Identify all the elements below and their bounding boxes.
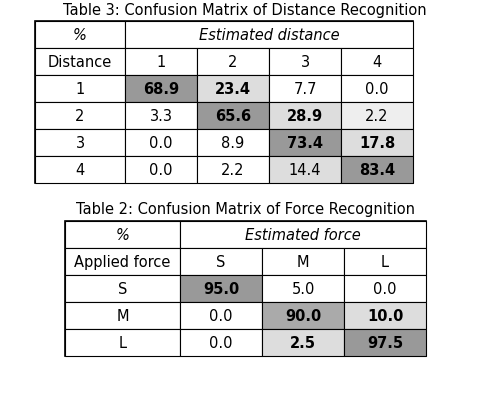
Text: M: M: [297, 254, 309, 270]
Bar: [35, 157, 125, 184]
Text: 68.9: 68.9: [143, 82, 179, 97]
Bar: [65, 248, 180, 275]
Text: 97.5: 97.5: [367, 335, 403, 350]
Text: 0.0: 0.0: [365, 82, 389, 97]
Text: 83.4: 83.4: [359, 163, 395, 178]
Bar: [125, 49, 197, 76]
Text: 3: 3: [300, 55, 310, 70]
Text: Distance: Distance: [48, 55, 112, 70]
Bar: [180, 302, 262, 329]
Text: 5.0: 5.0: [292, 281, 315, 296]
Bar: [65, 275, 180, 302]
Bar: [35, 76, 125, 103]
Bar: [65, 221, 426, 356]
Text: 2: 2: [228, 55, 238, 70]
Bar: [197, 157, 269, 184]
Text: Applied force: Applied force: [74, 254, 171, 270]
Bar: [197, 130, 269, 157]
Text: M: M: [116, 308, 129, 323]
Text: Table 3: Confusion Matrix of Distance Recognition: Table 3: Confusion Matrix of Distance Re…: [63, 2, 427, 18]
Bar: [262, 329, 344, 356]
Text: Estimated force: Estimated force: [245, 227, 361, 243]
Text: 7.7: 7.7: [293, 82, 317, 97]
Bar: [197, 49, 269, 76]
Bar: [35, 22, 125, 49]
Text: S: S: [118, 281, 127, 296]
Bar: [65, 221, 180, 248]
Bar: [180, 248, 262, 275]
Bar: [125, 22, 413, 49]
Text: 2.2: 2.2: [365, 109, 389, 124]
Bar: [341, 103, 413, 130]
Text: 65.6: 65.6: [215, 109, 251, 124]
Text: S: S: [216, 254, 226, 270]
Bar: [262, 302, 344, 329]
Bar: [341, 49, 413, 76]
Text: 1: 1: [156, 55, 166, 70]
Bar: [197, 103, 269, 130]
Bar: [65, 329, 180, 356]
Text: Estimated distance: Estimated distance: [198, 28, 339, 43]
Bar: [341, 130, 413, 157]
Bar: [180, 329, 262, 356]
Bar: [344, 329, 426, 356]
Text: 0.0: 0.0: [149, 136, 173, 151]
Text: 2.2: 2.2: [221, 163, 245, 178]
Bar: [197, 76, 269, 103]
Text: 3: 3: [75, 136, 85, 151]
Text: %: %: [116, 227, 129, 243]
Text: 1: 1: [75, 82, 85, 97]
Bar: [262, 275, 344, 302]
Text: 0.0: 0.0: [209, 335, 233, 350]
Text: 14.4: 14.4: [289, 163, 321, 178]
Bar: [35, 130, 125, 157]
Text: 2.5: 2.5: [290, 335, 316, 350]
Bar: [125, 76, 197, 103]
Text: 2: 2: [75, 109, 85, 124]
Bar: [65, 302, 180, 329]
Text: 28.9: 28.9: [287, 109, 323, 124]
Bar: [269, 49, 341, 76]
Text: 17.8: 17.8: [359, 136, 395, 151]
Text: 90.0: 90.0: [285, 308, 321, 323]
Text: 23.4: 23.4: [215, 82, 251, 97]
Text: L: L: [119, 335, 126, 350]
Text: L: L: [381, 254, 389, 270]
Bar: [344, 275, 426, 302]
Bar: [269, 103, 341, 130]
Bar: [35, 103, 125, 130]
Bar: [180, 221, 426, 248]
Bar: [125, 157, 197, 184]
Text: 73.4: 73.4: [287, 136, 323, 151]
Bar: [269, 157, 341, 184]
Bar: [262, 248, 344, 275]
Bar: [35, 49, 125, 76]
Text: Table 2: Confusion Matrix of Force Recognition: Table 2: Confusion Matrix of Force Recog…: [75, 202, 415, 217]
Text: 0.0: 0.0: [149, 163, 173, 178]
Text: %: %: [73, 28, 87, 43]
Text: 4: 4: [372, 55, 382, 70]
Bar: [344, 302, 426, 329]
Text: 0.0: 0.0: [209, 308, 233, 323]
Bar: [269, 76, 341, 103]
Bar: [344, 248, 426, 275]
Text: 4: 4: [75, 163, 85, 178]
Text: 95.0: 95.0: [203, 281, 239, 296]
Text: 3.3: 3.3: [149, 109, 172, 124]
Bar: [180, 275, 262, 302]
Bar: [269, 130, 341, 157]
Bar: [341, 76, 413, 103]
Bar: [125, 103, 197, 130]
Text: 10.0: 10.0: [367, 308, 403, 323]
Text: 0.0: 0.0: [373, 281, 397, 296]
Bar: [341, 157, 413, 184]
Text: 8.9: 8.9: [221, 136, 245, 151]
Bar: [35, 22, 413, 184]
Bar: [125, 130, 197, 157]
